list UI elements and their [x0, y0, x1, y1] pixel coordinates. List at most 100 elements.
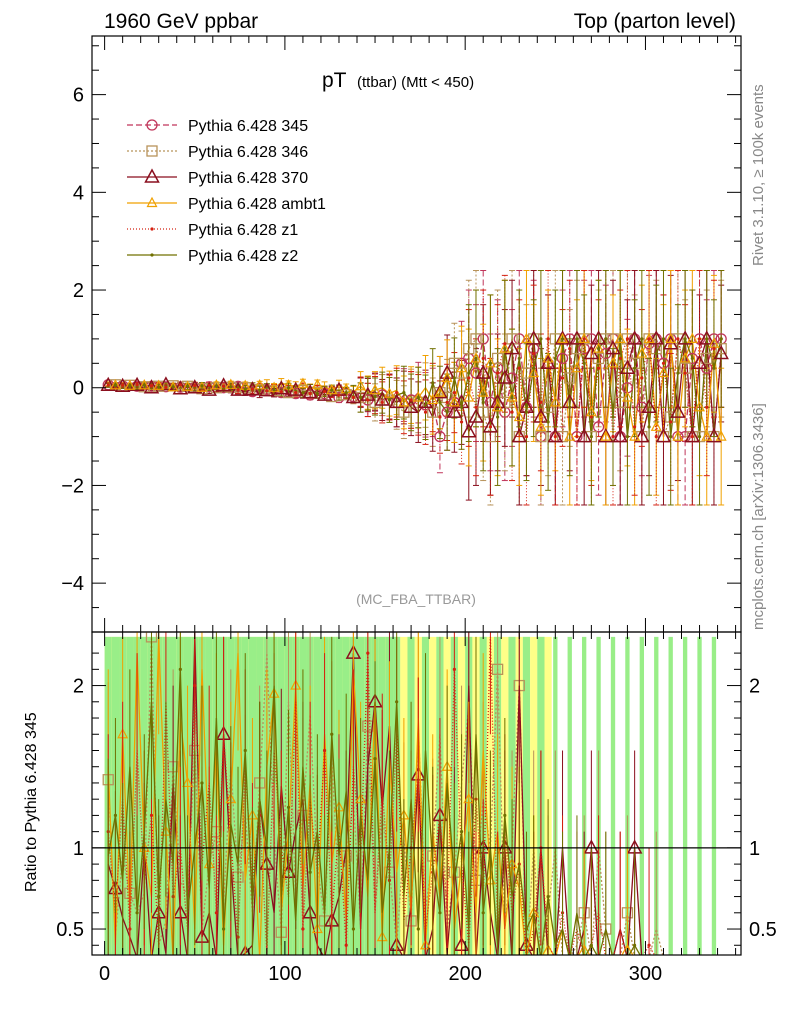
data-point-triangle [525, 330, 542, 345]
data-point-dot [409, 398, 413, 402]
data-point-dot [344, 391, 348, 395]
data-point-square [477, 406, 489, 418]
data-point-dot [416, 395, 420, 400]
data-point-dot [330, 732, 334, 736]
data-point-small-triangle [383, 387, 395, 398]
data-point-square [463, 343, 475, 355]
data-point-dot [294, 391, 298, 395]
data-point-dot [625, 434, 630, 439]
data-point-dot [438, 400, 442, 404]
data-point-dot [322, 748, 327, 753]
data-point-square [614, 396, 626, 409]
data-point-circle [592, 421, 605, 433]
legend-label-3: Pythia 6.428 ambt1 [188, 196, 326, 213]
data-point-small-triangle [643, 332, 655, 343]
data-point-dot [395, 391, 399, 395]
data-point-dot [279, 390, 283, 394]
data-point-dot [676, 337, 680, 341]
data-point-dot [712, 347, 716, 351]
data-point-dot [481, 400, 485, 404]
data-point-triangle [511, 428, 528, 443]
data-point-dot [553, 356, 557, 361]
ratio-y-axis: 0.5 0.5 1 1 2 2 [56, 652, 777, 946]
data-point-dot [359, 395, 363, 400]
data-point-dot [135, 383, 139, 387]
legend-label-4: Pythia 6.428 z1 [188, 222, 298, 239]
data-point-dot [647, 943, 651, 947]
data-point-dot [301, 391, 305, 395]
data-point-dot [611, 415, 615, 419]
data-point-triangle [634, 428, 650, 443]
data-point-circle [434, 430, 446, 443]
data-point-dot [373, 394, 377, 399]
data-point-small-triangle [311, 378, 323, 389]
data-point-small-triangle [672, 430, 684, 441]
side-label-mcplots: mcplots.cern.ch [arXiv:1306.3436] [750, 403, 767, 630]
data-point-dot [532, 351, 536, 356]
data-point-triangle [446, 403, 463, 418]
data-point-triangle [489, 393, 506, 409]
data-point-triangle [670, 403, 686, 418]
data-point-dot [661, 361, 666, 365]
data-point-dot [467, 371, 471, 375]
data-point-dot [351, 927, 356, 931]
data-point-circle [146, 119, 158, 131]
x-tick-label: 100 [268, 963, 301, 985]
data-point-dot [582, 337, 586, 341]
data-point-small-triangle [593, 342, 605, 353]
data-point-dot [683, 371, 687, 375]
main-y-tick-label: −4 [61, 573, 84, 595]
ratio-panel: 0.5 0.5 1 1 2 2 0 100 200 300 Ratio to Pythia 6.… [23, 631, 777, 985]
data-point-triangle [626, 330, 643, 345]
ratio-band-green [697, 636, 702, 955]
data-point-circle [477, 333, 489, 345]
data-point-small-triangle [138, 379, 150, 390]
data-point-dot [431, 381, 435, 385]
data-point-small-triangle [427, 393, 439, 405]
data-point-dot [611, 434, 615, 439]
data-point-dot [193, 683, 197, 688]
chart-title-main: pT [322, 69, 347, 92]
data-point-small-triangle [621, 391, 633, 402]
data-point-dot [589, 943, 593, 947]
data-point-small-triangle [412, 391, 424, 402]
data-point-small-triangle [535, 420, 547, 431]
data-point-dot [142, 383, 146, 387]
data-point-triangle [605, 340, 621, 355]
data-point-square [715, 343, 727, 355]
data-point-triangle [569, 330, 585, 345]
ratio-band-green [610, 636, 616, 955]
data-point-dot [366, 398, 370, 402]
main-x-axis [104, 36, 737, 632]
data-point-dot [387, 398, 392, 402]
data-point-dot [640, 376, 644, 380]
main-y-tick-label: 0 [73, 378, 84, 400]
x-tick-label: 0 [99, 963, 110, 985]
data-point-small-triangle [564, 430, 576, 441]
ratio-y-tick-label-right: 2 [749, 676, 760, 698]
legend-label-1: Pythia 6.428 346 [188, 144, 308, 161]
data-point-dot [633, 425, 637, 429]
data-point-dot [272, 388, 276, 392]
data-point-dot [113, 813, 118, 818]
data-point-circle [556, 352, 569, 365]
data-point-dot [366, 651, 370, 655]
data-point-dot [532, 366, 536, 370]
data-point-small-triangle [448, 396, 460, 407]
ratio-band-green [625, 636, 630, 955]
data-point-square [564, 372, 576, 384]
data-point-dot [712, 366, 716, 370]
data-point-dot [546, 420, 550, 424]
data-point-triangle [345, 388, 362, 404]
data-point-triangle [641, 398, 657, 414]
data-point-dot [164, 385, 168, 389]
data-point-small-triangle [146, 196, 158, 208]
ratio-line-3 [107, 636, 656, 955]
data-point-square [701, 352, 713, 365]
data-point-dot [243, 387, 247, 391]
data-point-small-triangle [571, 361, 583, 373]
data-point-dot [697, 337, 702, 341]
data-point-dot [149, 384, 154, 388]
data-point-dot [705, 337, 709, 341]
data-point-triangle [475, 364, 491, 379]
